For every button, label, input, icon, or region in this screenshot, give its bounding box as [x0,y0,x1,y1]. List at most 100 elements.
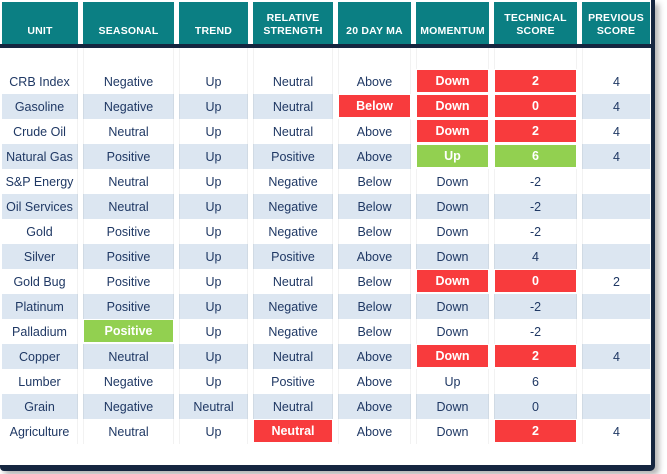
cell-trend: Up [179,294,248,319]
cell-trend: Up [179,69,248,94]
cell-value: Up [205,124,222,139]
cell-value: 2 [495,345,576,367]
cell-value: Below [357,324,392,339]
spacer-cell [582,48,650,69]
cell-value: Down [436,199,469,214]
cell-seasonal: Neutral [83,169,174,194]
cell-value: 4 [613,74,620,89]
column-header-previous-score: PREVIOUS SCORE [582,2,650,44]
cell-unit: CRB Index [2,69,78,94]
cell-value: 4 [613,124,620,139]
cell-20-day-ma: Below [338,94,411,119]
cell-value: CRB Index [9,74,70,89]
cell-20-day-ma: Above [338,69,411,94]
table-row-silver: Silver Positive Up Positive Above Down 4 [0,244,651,269]
cell-value: Grain [24,399,55,414]
cell-seasonal: Positive [83,144,174,169]
cell-relative-strength: Negative [253,294,333,319]
cell-momentum: Down [416,269,489,294]
cell-value: 6 [532,374,539,389]
cell-value: 4 [613,349,620,364]
cell-value: Positive [271,149,315,164]
cell-momentum: Down [416,69,489,94]
table-row-crude-oil: Crude Oil Neutral Up Neutral Above Down 2 4 [0,119,651,144]
column-header-technical-score: TECHNICAL SCORE [494,2,577,44]
cell-seasonal: Positive [83,269,174,294]
cell-value: Up [205,99,222,114]
cell-value: Down [436,249,469,264]
table-row-grain: Grain Negative Neutral Neutral Above Down 0 [0,394,651,419]
cell-previous-score [582,244,650,269]
cell-value: Above [356,399,393,414]
cell-value: Neutral [108,199,149,214]
cell-value: Up [205,274,222,289]
cell-20-day-ma: Below [338,319,411,344]
cell-value: Below [339,95,410,117]
cell-value: Up [205,324,222,339]
cell-value: S&P Energy [5,174,74,189]
cell-previous-score: 4 [582,344,650,369]
cell-technical-score: 0 [494,269,577,294]
cell-momentum: Down [416,219,489,244]
table-row-crb-index: CRB Index Negative Up Neutral Above Down 2 4 [0,69,651,94]
cell-value: Down [436,174,469,189]
header-divider [0,44,651,48]
cell-seasonal: Neutral [83,419,174,444]
cell-trend: Up [179,194,248,219]
cell-technical-score: 2 [494,69,577,94]
cell-technical-score: -2 [494,219,577,244]
spacer-cell [338,48,411,69]
cell-seasonal: Neutral [83,344,174,369]
cell-value: Below [357,299,392,314]
cell-value: Down [417,70,488,92]
table-row-gold-bug: Gold Bug Positive Up Neutral Below Down 0 2 [0,269,651,294]
cell-relative-strength: Positive [253,244,333,269]
cell-value: 0 [495,270,576,292]
cell-seasonal: Neutral [83,119,174,144]
table-row-copper: Copper Neutral Up Neutral Above Down 2 4 [0,344,651,369]
cell-technical-score: 0 [494,94,577,119]
cell-value: 4 [613,149,620,164]
cell-value: Negative [268,324,318,339]
cell-value: Up [205,349,222,364]
cell-value: Down [436,324,469,339]
cell-value: Below [357,199,392,214]
cell-seasonal: Neutral [83,194,174,219]
cell-value: Positive [106,299,151,314]
cell-trend: Up [179,219,248,244]
table-row-oil-services: Oil Services Neutral Up Negative Below Down -2 [0,194,651,219]
cell-value: Up [417,145,488,167]
cell-value: -2 [529,224,542,239]
cell-seasonal: Negative [83,394,174,419]
cell-value: Negative [103,399,154,414]
cell-20-day-ma: Below [338,169,411,194]
cell-value: Positive [106,149,151,164]
cell-20-day-ma: Below [338,194,411,219]
cell-value: Negative [268,224,318,239]
column-header-seasonal: SEASONAL [83,2,174,44]
table-row-palladium: Palladium Positive Up Negative Below Down -2 [0,319,651,344]
cell-relative-strength: Neutral [253,344,333,369]
cell-value: Down [436,299,469,314]
table-row-platinum: Platinum Positive Up Negative Below Down -2 [0,294,651,319]
cell-value: 0 [532,399,539,414]
cell-previous-score: 4 [582,119,650,144]
cell-unit: Gold [2,219,78,244]
table-row-natural-gas: Natural Gas Positive Up Positive Above Up 6 4 [0,144,651,169]
cell-previous-score [582,194,650,219]
cell-20-day-ma: Above [338,144,411,169]
spacer-cell [416,48,489,69]
cell-previous-score [582,294,650,319]
cell-unit: Silver [2,244,78,269]
cell-trend: Up [179,244,248,269]
cell-momentum: Down [416,244,489,269]
cell-momentum: Down [416,344,489,369]
cell-20-day-ma: Above [338,394,411,419]
cell-value: Neutral [108,124,149,139]
cell-value: Neutral [108,174,149,189]
cell-value: Gold [26,224,53,239]
cell-relative-strength: Negative [253,169,333,194]
cell-relative-strength: Neutral [253,419,333,444]
cell-technical-score: 2 [494,344,577,369]
cell-value: 4 [532,249,539,264]
